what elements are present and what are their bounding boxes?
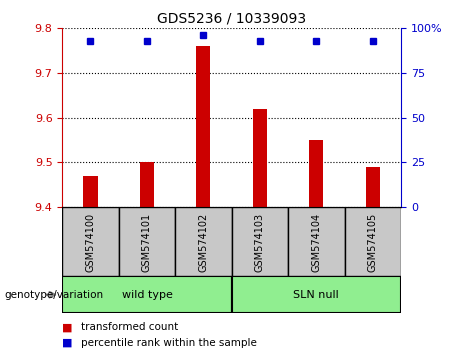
Text: GSM574104: GSM574104 bbox=[311, 213, 321, 272]
Text: wild type: wild type bbox=[122, 290, 172, 300]
Bar bbox=[196, 46, 211, 207]
Bar bbox=[253, 109, 267, 207]
Bar bbox=[62, 276, 231, 313]
Bar bbox=[140, 162, 154, 207]
Bar bbox=[83, 176, 98, 207]
Bar bbox=[175, 207, 231, 276]
Text: GSM574101: GSM574101 bbox=[142, 213, 152, 272]
Text: GSM574100: GSM574100 bbox=[85, 213, 95, 272]
Text: ■: ■ bbox=[62, 338, 73, 348]
Bar bbox=[231, 276, 401, 313]
Text: transformed count: transformed count bbox=[81, 322, 178, 332]
Text: ■: ■ bbox=[62, 322, 73, 332]
Bar bbox=[288, 207, 344, 276]
Bar bbox=[309, 140, 324, 207]
Bar bbox=[366, 167, 380, 207]
Bar bbox=[62, 207, 118, 276]
Title: GDS5236 / 10339093: GDS5236 / 10339093 bbox=[157, 12, 306, 26]
Text: genotype/variation: genotype/variation bbox=[5, 290, 104, 300]
Bar bbox=[344, 207, 401, 276]
Text: GSM574105: GSM574105 bbox=[368, 213, 378, 272]
Text: GSM574103: GSM574103 bbox=[255, 213, 265, 272]
Bar bbox=[231, 207, 288, 276]
Text: SLN null: SLN null bbox=[294, 290, 339, 300]
Bar bbox=[118, 207, 175, 276]
Text: percentile rank within the sample: percentile rank within the sample bbox=[81, 338, 257, 348]
Text: GSM574102: GSM574102 bbox=[198, 213, 208, 272]
